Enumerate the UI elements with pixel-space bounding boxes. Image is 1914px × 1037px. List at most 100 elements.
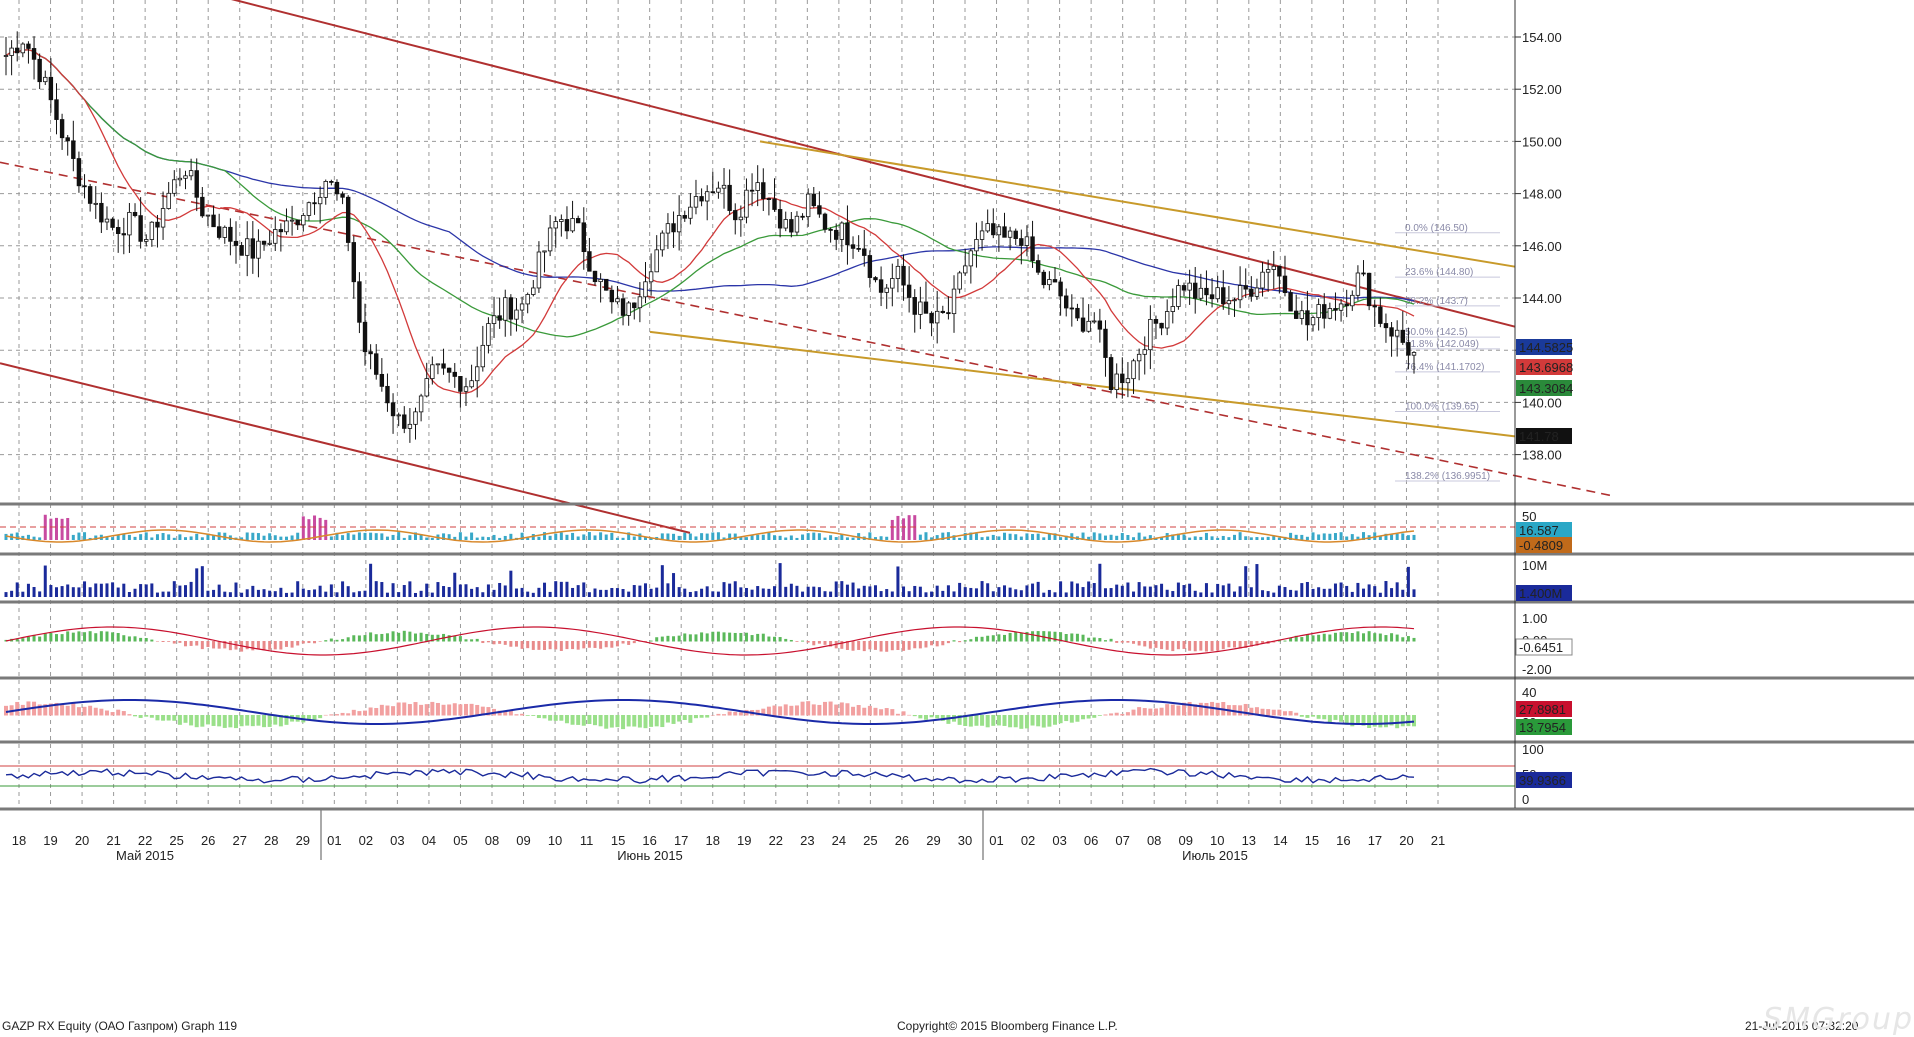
- dmi-area-bar: [37, 704, 42, 716]
- x-tick-label: 08: [485, 833, 499, 848]
- candle-body: [278, 229, 284, 233]
- macd-histogram-bar: [632, 641, 636, 644]
- macd-histogram-bar: [587, 641, 591, 648]
- oscillator-bar: [1042, 537, 1046, 540]
- volume-bar: [660, 565, 664, 597]
- candle-body: [475, 366, 480, 382]
- fibonacci-label: 76.4% (141.1702): [1405, 362, 1485, 373]
- volume-bar: [1115, 584, 1119, 597]
- candle-body: [648, 271, 654, 283]
- dmi-area-bar: [351, 709, 356, 716]
- candle-body: [1383, 323, 1389, 329]
- macd-histogram-bar: [1227, 641, 1231, 648]
- macd-histogram-bar: [789, 639, 793, 642]
- volume-tick-label: 10M: [1522, 558, 1547, 573]
- candle-body: [822, 213, 828, 230]
- oscillator-bar: [346, 533, 350, 540]
- dmi-area-bar: [615, 715, 620, 728]
- dashed-trend-line: [0, 161, 1616, 498]
- dmi-area-bar: [980, 715, 985, 726]
- macd-histogram-bar: [890, 641, 894, 651]
- oscillator-bar: [105, 536, 109, 540]
- volume-bar: [1300, 583, 1304, 597]
- macd-histogram-bar: [722, 632, 726, 642]
- x-tick-label: 13: [1242, 833, 1256, 848]
- macd-histogram-bar: [1193, 641, 1197, 652]
- oscillator-bar: [728, 533, 732, 540]
- dmi-area-bar: [329, 714, 334, 716]
- dmi-area-bar: [267, 715, 272, 727]
- macd-histogram-bar: [408, 631, 412, 642]
- dmi-area-bar: [929, 715, 934, 718]
- oscillator-bar: [1031, 534, 1035, 540]
- candle-body: [1097, 320, 1103, 330]
- volume-bar: [1317, 587, 1321, 597]
- price-value-label-box: [1516, 380, 1572, 396]
- candle-body: [1019, 238, 1024, 246]
- macd-panel: [4, 626, 1416, 656]
- volume-bar: [71, 587, 75, 597]
- volume-bar: [677, 587, 681, 597]
- oscillator-bar: [1115, 535, 1119, 540]
- macd-histogram-bar: [1132, 641, 1136, 644]
- macd-histogram-bar: [778, 637, 782, 642]
- candle-body: [1007, 230, 1013, 238]
- macd-histogram-bar: [1137, 641, 1141, 646]
- macd-histogram-bar: [1333, 632, 1337, 642]
- candle-body: [604, 278, 609, 291]
- oscillator-bar: [1255, 537, 1259, 540]
- candle-body: [1153, 319, 1159, 324]
- macd-histogram-bar: [1255, 641, 1259, 646]
- volume-bar: [413, 592, 417, 597]
- dmi-area-bar: [699, 715, 704, 718]
- macd-histogram-bar: [284, 641, 288, 647]
- candle-body: [1288, 292, 1293, 312]
- candle-body: [559, 219, 564, 222]
- volume-bar: [234, 582, 238, 597]
- candle-body: [1237, 285, 1243, 301]
- macd-histogram-bar: [1025, 631, 1029, 642]
- dmi-area-bar: [1103, 714, 1108, 716]
- volume-bar: [1014, 589, 1018, 597]
- volume-bar: [902, 586, 906, 597]
- dmi-area-bar: [149, 715, 154, 718]
- macd-histogram-bar: [649, 640, 653, 642]
- dmi-area-bar: [363, 710, 368, 716]
- volume-bar: [1244, 566, 1248, 597]
- oscillator-bar: [94, 535, 98, 540]
- volume-bar: [941, 590, 945, 597]
- footer-copyright: Copyright© 2015 Bloomberg Finance L.P.: [897, 1019, 1118, 1033]
- oscillator-bar: [1345, 536, 1349, 540]
- macd-histogram-bar: [60, 634, 64, 642]
- dmi-area-bar: [1086, 715, 1091, 719]
- dmi-area-bar: [172, 715, 177, 721]
- oscillator-bar: [1199, 536, 1203, 540]
- dmi-area-bar: [514, 714, 519, 716]
- axes: 18 19 20 21 22 25 26 27 28 29 01 02 03 04 05 08 09 10 11 15…: [0, 0, 1914, 863]
- macd-histogram-bar: [930, 641, 934, 646]
- candle-body: [469, 380, 474, 388]
- candle-body: [1198, 287, 1204, 299]
- dmi-area-bar: [138, 715, 143, 718]
- dmi-area-bar: [1277, 709, 1282, 716]
- candle-body: [54, 99, 59, 120]
- volume-bar: [610, 588, 614, 597]
- dmi-area-bar: [1400, 715, 1405, 727]
- x-tick-label: 02: [359, 833, 373, 848]
- oscillator-bar: [688, 533, 692, 540]
- dmi-area-bar: [856, 705, 861, 716]
- macd-histogram-bar: [862, 641, 866, 652]
- macd-histogram-bar: [817, 641, 821, 644]
- volume-bar: [1345, 585, 1349, 597]
- dmi-area-bar: [621, 715, 626, 730]
- candle-body: [873, 277, 878, 281]
- candle-body: [48, 76, 54, 101]
- macd-histogram-bar: [1378, 633, 1382, 642]
- price-value-label: 141.78: [1519, 429, 1559, 444]
- oscillator-bar: [683, 532, 687, 540]
- candle-body: [1069, 307, 1075, 310]
- dmi-area-bar: [783, 704, 788, 716]
- volume-bar: [587, 592, 591, 597]
- volume-bar: [430, 592, 434, 597]
- macd-histogram-bar: [1412, 637, 1416, 642]
